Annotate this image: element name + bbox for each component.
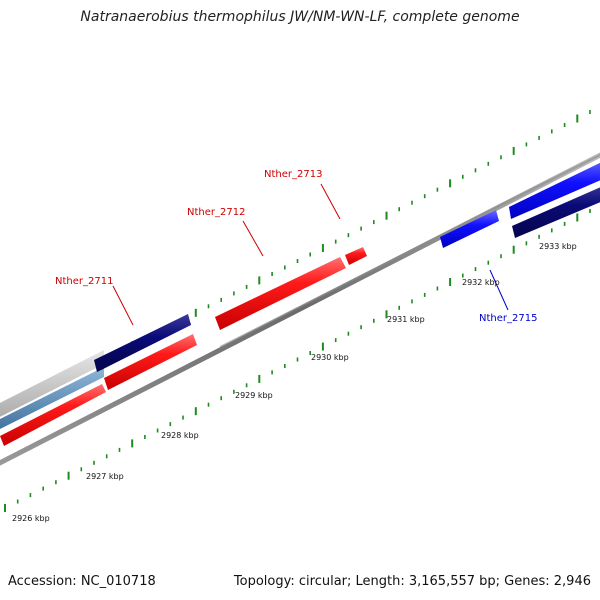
backbone-inner-line [0,152,600,466]
scale-label-2930: 2930 kbp [311,353,349,362]
scale-label-2932: 2932 kbp [462,278,500,287]
scale-label-2929: 2929 kbp [235,391,273,400]
map-title: Natranaerobius thermophilus JW/NM-WN-LF,… [80,9,520,25]
backbone-highlight [219,153,600,348]
gene-nther-2712 [215,257,346,330]
gene-nther-2715 [440,210,499,248]
backbone [0,152,600,466]
label-nther-2713: Nther_2713 [264,169,322,180]
gene-red-mid [104,334,197,390]
label-leaders [112,183,509,326]
scale-label-2931: 2931 kbp [387,315,425,324]
forward-strand-genes [0,247,367,446]
gene-nther-2713 [345,247,367,265]
leader-nther-2713 [320,183,341,220]
leader-nther-2712 [242,220,264,257]
gene-blue-upper [509,162,600,219]
scale-label-2933: 2933 kbp [539,242,577,251]
accession-text: Accession: NC_010718 [8,574,156,589]
inner-tick-row [4,209,591,512]
scale-label-2926: 2926 kbp [12,514,50,523]
label-nther-2712: Nther_2712 [187,207,245,218]
genome-summary-text: Topology: circular; Length: 3,165,557 bp… [233,574,591,589]
gene-labels: Nther_2711 Nther_2712 Nther_2713 Nther_2… [55,169,537,324]
scale-label-2927: 2927 kbp [86,472,124,481]
reverse-strand-genes [94,162,600,372]
gene-red-left [0,384,106,446]
scale-labels: 2926 kbp 2927 kbp 2928 kbp 2929 kbp 2930… [12,242,577,523]
gene-nther-2711 [94,314,191,372]
gene-steel-segment [0,367,104,429]
left-track-genes [0,350,104,429]
leader-nther-2715 [489,269,509,311]
leader-nther-2711 [112,285,134,326]
label-nther-2711: Nther_2711 [55,276,113,287]
label-nther-2715: Nther_2715 [479,313,537,324]
gene-grey-segment [0,350,104,417]
gene-navy-lower [512,187,600,238]
scale-label-2928: 2928 kbp [161,431,199,440]
